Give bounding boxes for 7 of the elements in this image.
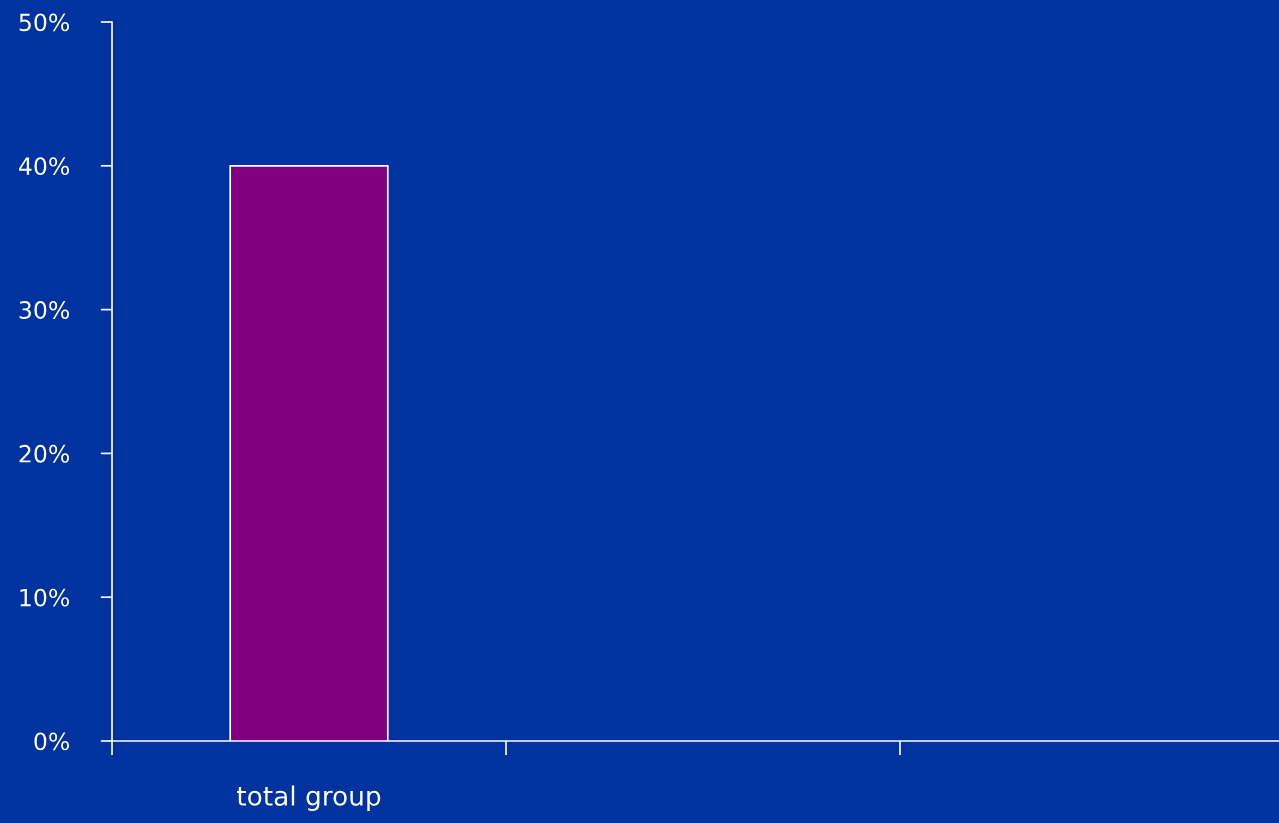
y-tick-label: 40% bbox=[19, 157, 70, 176]
y-tick-label: 20% bbox=[19, 444, 70, 463]
y-tick-label: 50% bbox=[19, 13, 70, 32]
y-tick-label: 0% bbox=[34, 732, 70, 751]
x-tick-label: total group bbox=[237, 785, 381, 811]
y-tick-label: 30% bbox=[19, 301, 70, 319]
y-tick-label: 10% bbox=[20, 588, 70, 607]
